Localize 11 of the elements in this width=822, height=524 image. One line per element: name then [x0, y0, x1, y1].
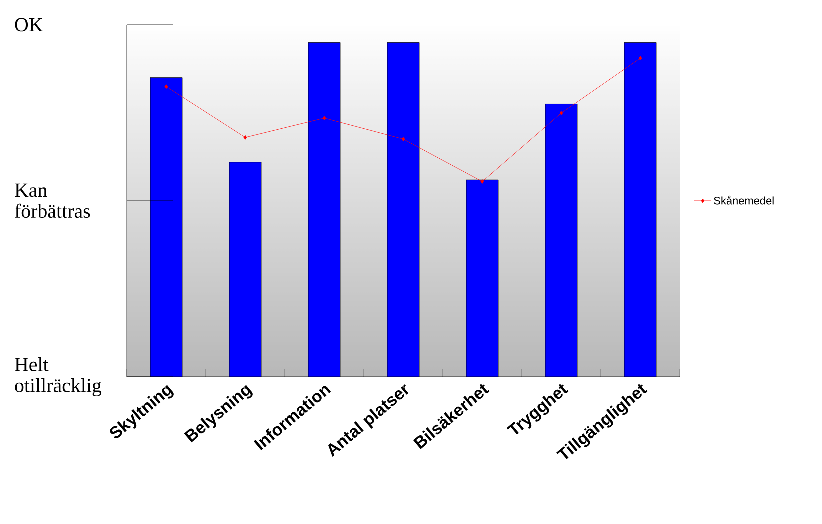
point — [244, 135, 248, 140]
point — [322, 116, 326, 120]
text: Helt otillräcklig — [15, 357, 102, 397]
text: OK — [15, 18, 44, 32]
point — [402, 137, 406, 142]
text: Kan förbättras — [15, 184, 90, 218]
point — [480, 180, 484, 184]
point — [560, 111, 564, 116]
point — [638, 56, 642, 61]
legend-label: Skånemedel — [714, 196, 774, 205]
point — [164, 84, 168, 90]
